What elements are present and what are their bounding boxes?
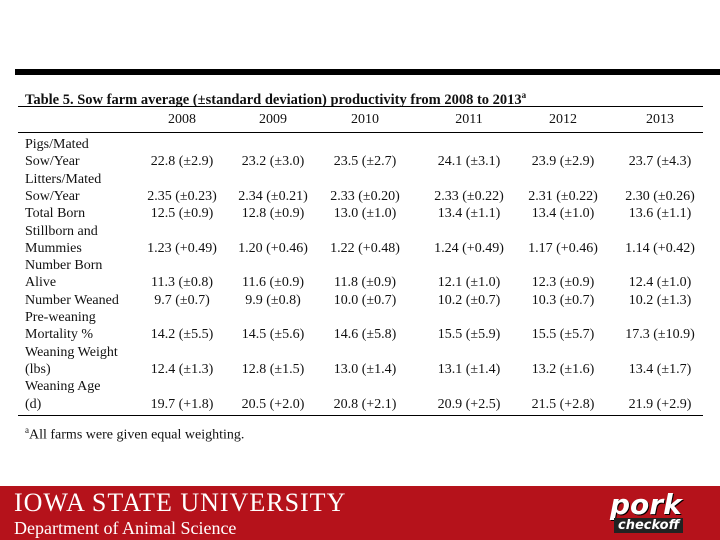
row-label: Pre-weaning (25, 310, 96, 325)
cell: 20.8 (+2.1) (333, 396, 397, 412)
cell: 10.0 (±0.7) (333, 292, 397, 308)
cell: 9.7 (±0.7) (154, 292, 210, 308)
cell: 1.14 (+0.42) (625, 240, 695, 256)
cell: 22.8 (±2.9) (150, 154, 214, 170)
logo-word: pork (610, 488, 682, 521)
column-header: 2013 (646, 112, 674, 127)
cell: 11.8 (±0.9) (334, 275, 396, 291)
cell: 2.33 (±0.22) (434, 188, 504, 204)
footnote-text: All farms were given equal weighting. (29, 427, 245, 443)
cell: 23.5 (±2.7) (333, 154, 397, 170)
cell: 12.8 (±0.9) (241, 206, 305, 222)
cell: 1.23 (+0.49) (147, 240, 217, 256)
cell: 13.0 (±1.0) (333, 206, 397, 222)
cell: 15.5 (±5.9) (437, 327, 501, 343)
cell: 12.5 (±0.9) (150, 206, 214, 222)
column-header: 2012 (549, 112, 577, 127)
rule (18, 415, 703, 416)
cell: 17.3 (±10.9) (625, 327, 695, 343)
cell: 10.2 (±1.3) (628, 292, 692, 308)
column-header: 2009 (259, 112, 287, 127)
column-header: 2011 (455, 112, 483, 127)
cell: 11.6 (±0.9) (242, 275, 304, 291)
row-label: Sow/Year (25, 154, 80, 170)
top-bar (15, 69, 720, 75)
cell: 10.2 (±0.7) (437, 292, 501, 308)
cell: 21.9 (+2.9) (628, 396, 692, 412)
cell: 1.20 (+0.46) (238, 240, 308, 256)
cell: 2.31 (±0.22) (528, 188, 598, 204)
column-header: 2010 (351, 112, 379, 127)
cell: 13.4 (±1.0) (531, 206, 595, 222)
footnote: aAll farms were given equal weighting. (25, 422, 244, 444)
row-label: Weaning Age (25, 379, 101, 395)
cell: 1.22 (+0.48) (330, 240, 400, 256)
cell: 20.5 (+2.0) (241, 396, 305, 412)
cell: 2.33 (±0.20) (330, 188, 400, 204)
row-label: Alive (25, 275, 57, 291)
cell: 23.2 (±3.0) (241, 154, 305, 170)
cell: 1.24 (+0.49) (434, 240, 504, 256)
cell: 9.9 (±0.8) (245, 292, 301, 308)
rule (18, 132, 703, 133)
cell: 13.1 (±1.4) (437, 361, 501, 377)
footnote-mark: a (25, 425, 29, 435)
cell: 14.6 (±5.8) (333, 327, 397, 343)
cell: 12.4 (±1.0) (628, 275, 692, 291)
cell: 10.3 (±0.7) (531, 292, 595, 308)
row-label: Pigs/Mated (25, 137, 89, 152)
cell: 11.3 (±0.8) (151, 275, 213, 291)
row-label: (d) (25, 396, 42, 412)
row-label: Sow/Year (25, 188, 80, 204)
cell: 2.34 (±0.21) (238, 188, 308, 204)
row-label: Number Born (25, 258, 103, 274)
cell: 14.5 (±5.6) (241, 327, 305, 343)
row-label: Litters/Mated (25, 171, 102, 187)
cell: 12.8 (±1.5) (241, 361, 305, 377)
university: IOWA STATE UNIVERSITY (14, 488, 347, 517)
cell: 19.7 (+1.8) (150, 396, 214, 412)
column-header: 2008 (168, 112, 196, 127)
cell: 14.2 (±5.5) (150, 327, 214, 343)
rule (18, 106, 703, 107)
row-label: Mummies (25, 240, 82, 256)
row-label: Number Weaned (25, 292, 119, 308)
cell: 1.17 (+0.46) (528, 240, 598, 256)
cell: 15.5 (±5.7) (531, 327, 595, 343)
department: Department of Animal Science (14, 518, 237, 538)
cell: 23.9 (±2.9) (531, 154, 595, 170)
cell: 13.6 (±1.1) (628, 206, 692, 222)
cell: 12.1 (±1.0) (437, 275, 501, 291)
row-label: (lbs) (25, 361, 51, 377)
cell: 20.9 (+2.5) (437, 396, 501, 412)
cell: 13.4 (±1.7) (628, 361, 692, 377)
row-label: Mortality % (25, 327, 94, 343)
cell: 13.4 (±1.1) (437, 206, 501, 222)
cell: 24.1 (±3.1) (437, 154, 501, 170)
cell: 13.2 (±1.6) (531, 361, 595, 377)
table-title: Table 5. Sow farm average (±standard dev… (25, 87, 526, 109)
row-label: Stillborn and (25, 223, 98, 239)
logo-sub: checkoff (614, 518, 684, 533)
row-label: Weaning Weight (25, 344, 118, 360)
cell: 2.35 (±0.23) (147, 188, 217, 204)
cell: 13.0 (±1.4) (333, 361, 397, 377)
row-label: Total Born (25, 206, 86, 222)
cell: 12.3 (±0.9) (531, 275, 595, 291)
cell: 23.7 (±4.3) (628, 154, 692, 170)
cell: 12.4 (±1.3) (150, 361, 214, 377)
cell: 2.30 (±0.26) (625, 188, 695, 204)
footer-bar (0, 486, 720, 540)
title-note: a (521, 90, 527, 100)
cell: 21.5 (+2.8) (531, 396, 595, 412)
title-text: Table 5. Sow farm average (±standard dev… (25, 91, 522, 108)
